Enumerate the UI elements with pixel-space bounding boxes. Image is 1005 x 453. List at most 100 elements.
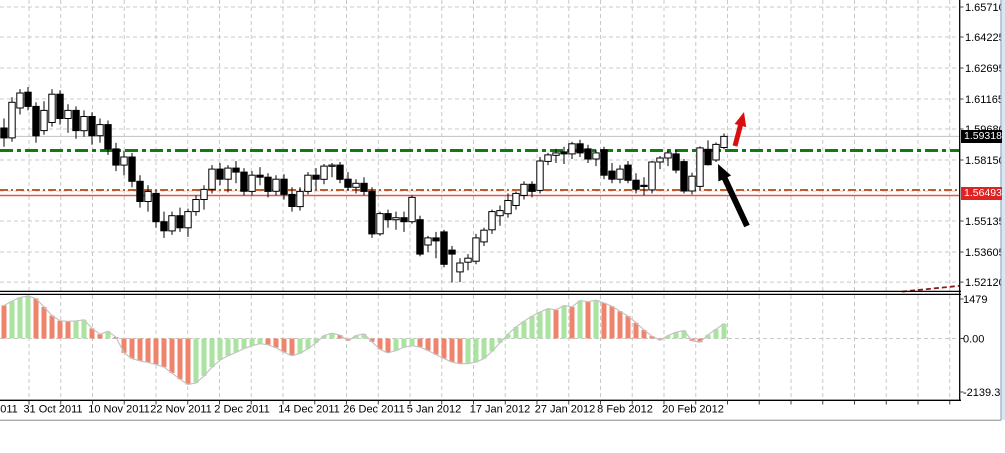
candlestick xyxy=(104,120,112,155)
candlestick xyxy=(160,211,168,238)
candle-body xyxy=(232,167,240,173)
oscillator-bar xyxy=(345,338,351,341)
candle-body xyxy=(200,188,208,200)
candle-body xyxy=(568,143,576,155)
oscillator-bar xyxy=(425,338,431,351)
candlestick xyxy=(408,195,416,224)
oscillator-bar xyxy=(441,338,447,359)
candlestick xyxy=(560,146,568,164)
oscillator-bar xyxy=(465,338,471,364)
candlestick xyxy=(256,167,264,186)
candlestick xyxy=(712,142,720,162)
time-axis-label: 17 Jan 2012 xyxy=(470,404,531,416)
oscillator-bar xyxy=(489,338,495,352)
oscillator-bar xyxy=(625,316,631,339)
oscillator-bar xyxy=(297,338,303,354)
candle-body xyxy=(552,152,560,156)
level-lines xyxy=(0,135,959,197)
oscillator-bar xyxy=(25,296,31,339)
candle-body xyxy=(504,200,512,215)
candle-body xyxy=(712,143,720,161)
oscillator-bar xyxy=(409,338,415,346)
red-up-arrow[interactable] xyxy=(732,112,747,147)
candle-body xyxy=(536,160,544,191)
candle-body xyxy=(680,161,688,192)
candle-body xyxy=(488,211,496,231)
oscillator-bar xyxy=(385,338,391,353)
oscillator-bar xyxy=(713,329,719,339)
time-axis-label: 2 Dec 2011 xyxy=(214,404,269,416)
indicator-axis[interactable]: 1479 0.00 -2139.3 xyxy=(959,294,1001,399)
candlestick xyxy=(624,161,632,184)
candlestick xyxy=(656,156,664,170)
candlestick xyxy=(64,104,72,133)
candlestick xyxy=(488,209,496,234)
candle-body xyxy=(664,152,672,159)
black-pointer-arrow[interactable] xyxy=(718,164,750,228)
candlestick xyxy=(608,163,616,184)
oscillator-bar xyxy=(721,323,727,339)
candlestick xyxy=(216,163,224,186)
oscillator-bar xyxy=(609,306,615,339)
candlestick xyxy=(392,211,400,230)
candlestick xyxy=(592,149,600,167)
candle-body xyxy=(720,135,728,148)
candle-body xyxy=(64,109,72,120)
oscillator-bar xyxy=(33,298,39,339)
oscillator-bar xyxy=(105,331,111,339)
candle-body xyxy=(168,215,176,232)
candlestick xyxy=(120,150,128,176)
candle-body xyxy=(336,164,344,180)
candlestick xyxy=(144,185,152,212)
trendline-maroon[interactable] xyxy=(901,285,960,293)
candle-body xyxy=(400,217,408,223)
candlestick xyxy=(496,205,504,226)
candle-body xyxy=(352,182,360,188)
candlestick xyxy=(432,231,440,259)
candle-body xyxy=(304,174,312,192)
candle-body xyxy=(88,116,96,137)
grid-layer xyxy=(0,0,959,400)
candle-body xyxy=(480,229,488,243)
oscillator-bar xyxy=(217,338,223,361)
oscillator-envelope-line xyxy=(3,295,725,386)
candlestick xyxy=(352,179,360,194)
candlestick xyxy=(80,110,88,137)
oscillator-bar xyxy=(273,338,279,348)
oscillator-bar xyxy=(689,338,695,341)
candlestick xyxy=(632,173,640,194)
price-axis-label: 1.65710 xyxy=(965,2,1005,14)
time-axis-label: 14 Dec 2011 xyxy=(278,404,340,416)
oscillator-bar xyxy=(569,306,575,339)
candlestick xyxy=(32,102,40,143)
candle-body xyxy=(456,262,464,273)
candlestick xyxy=(304,172,312,195)
candle-body xyxy=(128,156,136,182)
candlestick xyxy=(552,148,560,163)
candlestick xyxy=(416,215,424,257)
candle-body xyxy=(544,154,552,162)
oscillator-bar xyxy=(169,338,175,373)
oscillator-bar xyxy=(577,300,583,339)
candlestick xyxy=(312,168,320,190)
candle-body xyxy=(408,196,416,223)
candlestick xyxy=(448,246,456,283)
candles-layer xyxy=(0,87,728,283)
oscillator-bar xyxy=(9,301,15,339)
candlestick xyxy=(208,165,216,194)
oscillator-bar xyxy=(97,334,103,339)
candle-body xyxy=(40,109,48,132)
candle-body xyxy=(696,147,704,187)
candlestick xyxy=(704,140,712,166)
candle-body xyxy=(256,174,264,178)
oscillator-bar xyxy=(257,338,263,344)
oscillator-bar xyxy=(17,297,23,339)
time-axis[interactable]: 011 31 Oct 2011 10 Nov 2011 22 Nov 2011 2 De… xyxy=(0,400,951,416)
oscillator-bar xyxy=(313,338,319,343)
candlestick xyxy=(640,177,648,196)
candlestick xyxy=(16,89,24,115)
candle-body xyxy=(600,149,608,176)
oscillator-bar xyxy=(601,302,607,339)
